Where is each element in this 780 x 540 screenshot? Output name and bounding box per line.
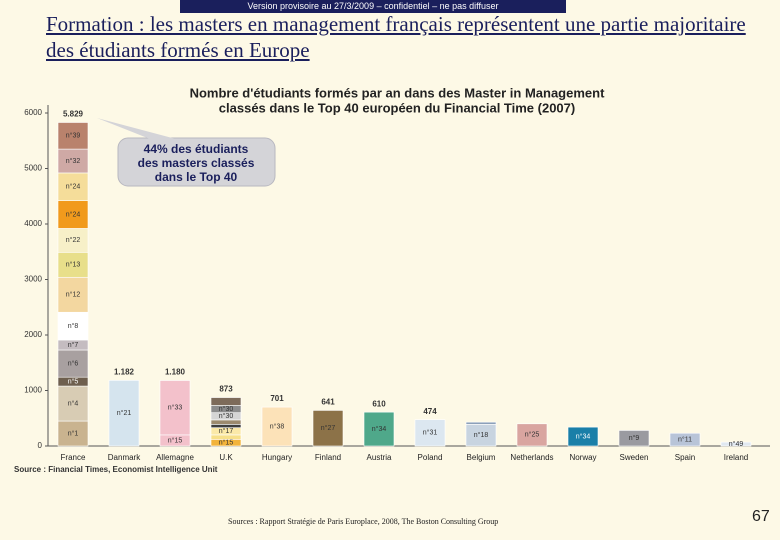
segment-label: n°31 (423, 429, 438, 437)
bar-segment (57, 385, 89, 422)
callout-text: dans le Top 40 (155, 170, 238, 184)
x-tick-label: Belgium (467, 453, 496, 462)
total-label: 1.180 (165, 368, 186, 377)
y-tick-label: 4000 (24, 219, 42, 228)
bar-segment (414, 419, 446, 447)
x-tick-label: Allemagne (156, 453, 194, 462)
total-label: 873 (219, 385, 233, 394)
segment-label: n°9 (629, 434, 640, 442)
bar-segment (210, 424, 242, 428)
x-tick-label: Ireland (724, 453, 748, 462)
total-label: 641 (321, 398, 335, 407)
segment-label: n°27 (321, 424, 336, 432)
bar-segment (57, 122, 89, 150)
y-tick-label: 0 (38, 441, 43, 450)
x-tick-label: Finland (315, 453, 341, 462)
segment-label: n°6 (68, 359, 79, 367)
page-number: 67 (752, 508, 770, 525)
x-tick-label: Norway (569, 453, 596, 462)
segment-label: n°18 (474, 431, 489, 439)
bar-segment (312, 410, 344, 447)
bar-segment (108, 380, 140, 447)
segment-label: n°15 (168, 436, 183, 444)
bar-segment (669, 432, 701, 447)
bar-segment (210, 419, 242, 425)
bar-segment (57, 420, 89, 447)
source-note: Source : Financial Times, Economist Inte… (14, 465, 218, 474)
bar-segment (159, 380, 191, 436)
segment-label: n°49 (729, 440, 744, 448)
bar-segment (210, 434, 242, 440)
segment-label: n°7 (68, 341, 79, 349)
callout-text: 44% des étudiants (144, 142, 249, 156)
x-tick-label: France (61, 453, 86, 462)
segment-label: n°15 (219, 439, 234, 447)
segment-label: n°38 (270, 422, 285, 430)
bar-segment (57, 172, 89, 201)
bar-segment (57, 349, 89, 378)
y-tick-label: 3000 (24, 275, 42, 284)
bar-segment (57, 276, 89, 313)
x-tick-label: Sweden (620, 453, 649, 462)
total-label: 701 (270, 394, 284, 403)
bar-segment (363, 411, 395, 447)
chart-title: classés dans le Top 40 européen du Finan… (219, 100, 575, 115)
bar-segment (516, 423, 548, 447)
segment-label: n°24 (66, 210, 81, 218)
y-tick-label: 2000 (24, 330, 42, 339)
segment-label: n°21 (117, 409, 132, 417)
bar-segment (618, 430, 650, 447)
footer-sources: Sources : Rapport Stratégie de Paris Eur… (228, 517, 499, 526)
callout-pointer (97, 118, 176, 139)
segment-label: n°11 (678, 435, 692, 443)
banner: Version provisoire au 27/3/2009 – confid… (180, 0, 566, 13)
total-label: 5.829 (63, 110, 84, 119)
x-tick-label: Spain (675, 453, 695, 462)
bar-segment (210, 397, 242, 406)
segment-label: n°24 (66, 183, 81, 191)
x-tick-label: Poland (418, 453, 443, 462)
segment-label: n°34 (576, 432, 591, 440)
y-tick-label: 1000 (24, 386, 42, 395)
segment-label: n°13 (66, 261, 81, 269)
segment-label: n°39 (66, 132, 81, 140)
total-label: 474 (423, 407, 437, 416)
x-tick-label: Hungary (262, 453, 292, 462)
y-tick-label: 6000 (24, 108, 42, 117)
segment-label: n°1 (68, 429, 79, 437)
callout-box (117, 137, 276, 187)
bar-segment (261, 406, 293, 447)
y-tick-label: 5000 (24, 164, 42, 173)
bar-segment (567, 426, 599, 447)
x-tick-label: U.K (219, 453, 233, 462)
segment-label: n°25 (525, 431, 540, 439)
bar-segment (720, 441, 752, 447)
bar-segment (465, 421, 497, 425)
total-label: 610 (372, 399, 386, 408)
chart-title: Nombre d'étudiants formés par an dans de… (190, 85, 606, 100)
x-tick-label: Danmark (108, 453, 141, 462)
segment-label: n°12 (66, 291, 81, 299)
slide-title: Formation : les masters en management fr… (46, 12, 746, 62)
segment-label: n°32 (66, 157, 81, 165)
x-tick-label: Netherlands (510, 453, 553, 462)
segment-label: n°4 (68, 399, 79, 407)
bar-segment (57, 252, 89, 278)
segment-label: n°8 (68, 322, 79, 330)
segment-label: n°5 (68, 377, 79, 385)
segment-label: n°30 (219, 412, 234, 420)
bar-segment (57, 311, 89, 341)
callout-text: des masters classés (138, 156, 255, 170)
segment-label: n°33 (168, 404, 183, 412)
segment-label: n°34 (372, 425, 387, 433)
segment-label: n°22 (66, 236, 81, 244)
total-label: 1.182 (114, 368, 135, 377)
segment-label: n°30 (219, 405, 234, 413)
x-tick-label: Austria (367, 453, 392, 462)
segment-label: n°17 (219, 427, 234, 435)
